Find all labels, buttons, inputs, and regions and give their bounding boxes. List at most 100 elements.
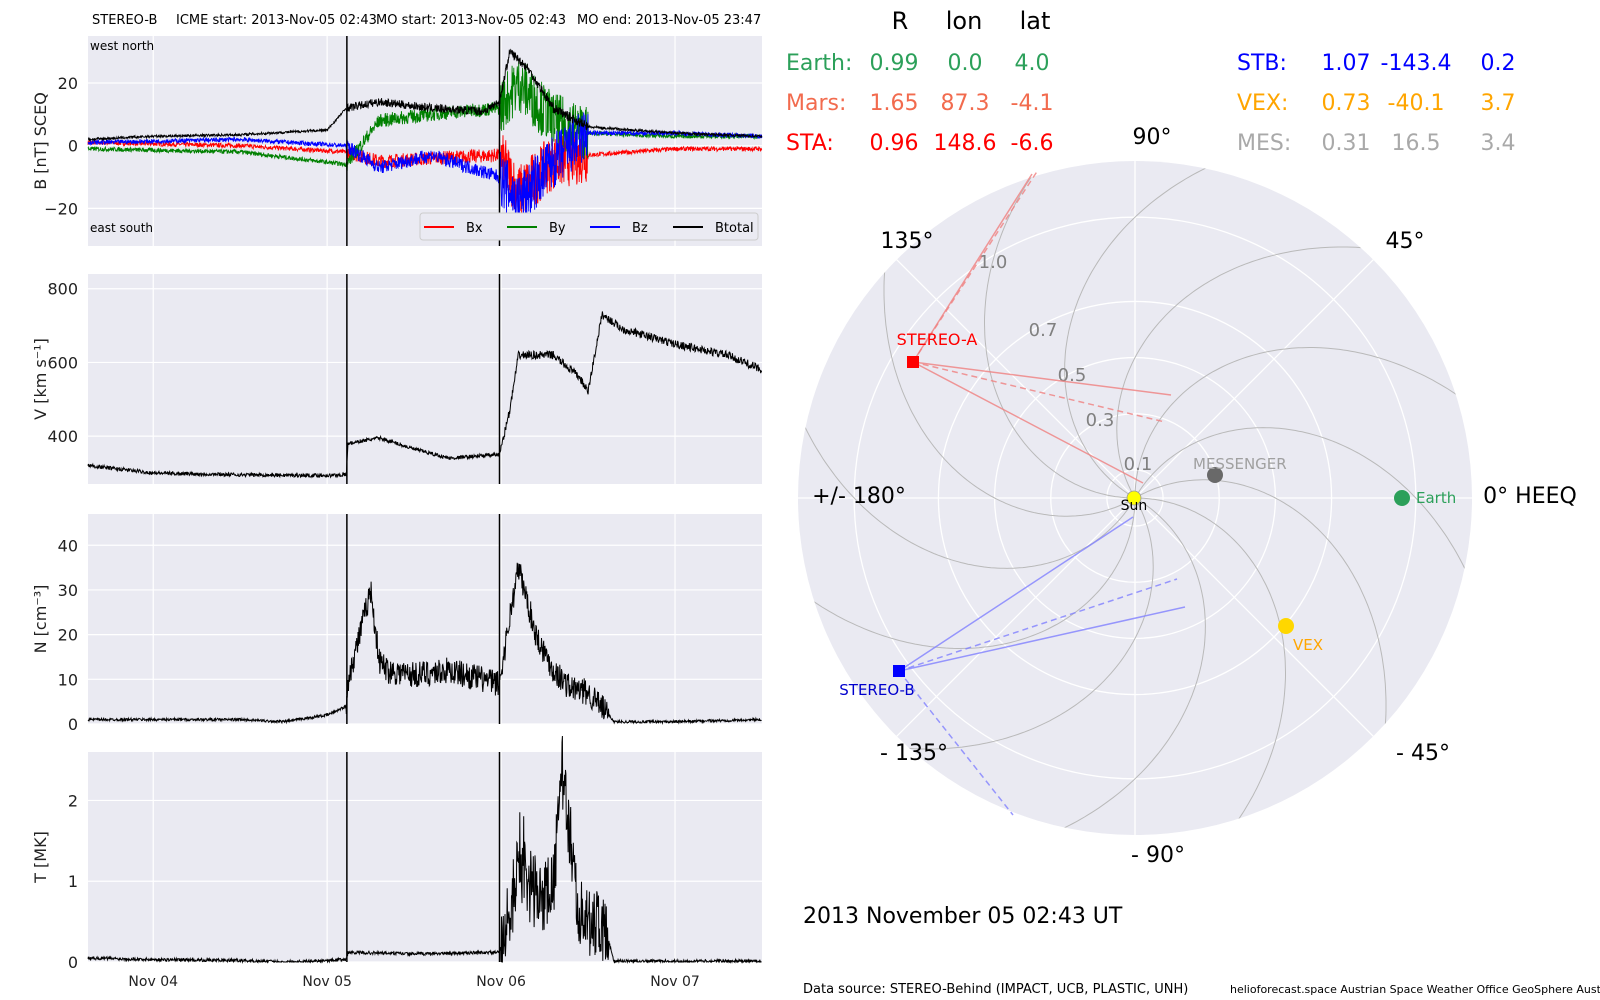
panel-background — [88, 752, 762, 962]
header-mo-end: MO end: 2013-Nov-05 23:47 — [577, 13, 761, 28]
parker-spiral-line — [1134, 427, 1472, 585]
series-density — [87, 562, 762, 726]
y-tick-label: 0 — [68, 715, 78, 734]
vex-label: VEX — [1293, 636, 1323, 654]
stereo-b-line — [898, 670, 1014, 816]
parker-spiral-line — [1134, 347, 1471, 498]
vex-marker — [1278, 618, 1294, 634]
table-r: 0.96 — [870, 131, 919, 156]
parker-spiral-line — [984, 162, 1135, 499]
stereo-a-label: STEREO-A — [897, 330, 978, 349]
stereo-b-line — [898, 516, 1134, 672]
angle-label: - 135° — [880, 741, 948, 766]
radius-label: 1.0 — [979, 252, 1008, 273]
parker-spiral-line — [1135, 497, 1286, 834]
table-lat: -4.1 — [1011, 91, 1054, 116]
panel-n: 40 30 20 10 0 N [cm⁻³] — [31, 514, 762, 734]
angle-label: 135° — [881, 229, 934, 254]
panel-background — [88, 274, 762, 484]
table-name: STA: — [786, 131, 834, 156]
header-mo-start: MO start: 2013-Nov-05 02:43 — [376, 13, 566, 28]
legend-label: Btotal — [715, 221, 754, 236]
y-axis-label: B [nT] SCEQ — [31, 92, 50, 190]
table-name: MES: — [1237, 131, 1291, 156]
legend-label: Bz — [632, 221, 648, 236]
stereo-a-line — [912, 169, 1039, 363]
y-tick-label: 0 — [68, 137, 78, 156]
table-lon: 87.3 — [941, 91, 990, 116]
stereo-a-line — [912, 361, 1172, 396]
plot-date: 2013 November 05 02:43 UT — [803, 904, 1123, 929]
angle-label: - 90° — [1131, 843, 1185, 868]
table-lat: 3.4 — [1481, 131, 1516, 156]
y-tick-label: 10 — [58, 670, 78, 689]
panel-t: 2 1 0 T [MK] — [31, 735, 762, 972]
header-icme-start: ICME start: 2013-Nov-05 02:43 — [176, 13, 377, 28]
panel-v: 800 600 400 V [km s⁻¹] — [31, 274, 763, 484]
table-r: 1.07 — [1322, 51, 1371, 76]
earth-label: Earth — [1416, 489, 1456, 507]
y-tick-label: 40 — [58, 536, 78, 555]
legend-label: By — [549, 221, 566, 236]
angle-label: - 45° — [1396, 741, 1450, 766]
table-lon: 148.6 — [934, 131, 997, 156]
radius-label: 0.1 — [1124, 454, 1153, 475]
x-tick-label: Nov 07 — [650, 974, 700, 990]
polar-plot: 0.10.30.50.71.090°45°0° HEEQ- 45°- 90°- … — [798, 125, 1577, 868]
x-tick-label: Nov 06 — [476, 974, 526, 990]
parker-spiral-line — [1134, 479, 1387, 742]
radius-label: 0.3 — [1086, 410, 1115, 431]
sun-label: Sun — [1121, 498, 1148, 514]
angle-label: 45° — [1386, 229, 1425, 254]
table-lon: 0.0 — [948, 51, 983, 76]
x-tick-label: Nov 04 — [128, 974, 178, 990]
table-lon: 16.5 — [1392, 131, 1441, 156]
table-header: lat — [1020, 7, 1051, 35]
table-name: Mars: — [786, 91, 846, 116]
table-name: VEX: — [1237, 91, 1288, 116]
y-tick-label: −20 — [44, 199, 78, 218]
y-tick-label: 30 — [58, 581, 78, 600]
corner-label-bottom: east south — [90, 221, 153, 235]
messenger-label: MESSENGER — [1193, 455, 1287, 473]
table-lon: -143.4 — [1381, 51, 1452, 76]
y-tick-label: 600 — [47, 353, 78, 372]
sun-marker — [1126, 490, 1142, 506]
angle-label: 90° — [1133, 125, 1172, 150]
y-tick-label: 20 — [58, 626, 78, 645]
credits-note: helioforecast.space Austrian Space Weath… — [1230, 983, 1600, 996]
table-lon: -40.1 — [1388, 91, 1445, 116]
parker-spiral-line — [1064, 161, 1222, 499]
series-bz — [87, 112, 763, 224]
earth-marker — [1394, 490, 1410, 506]
messenger-marker — [1207, 467, 1223, 483]
stereo-a-line — [912, 361, 1144, 484]
stereo-a-line — [912, 361, 1166, 423]
table-header: lon — [946, 7, 983, 35]
parker-spiral-line — [1048, 497, 1206, 835]
y-axis-label: N [cm⁻³] — [31, 585, 50, 654]
parker-spiral-line — [799, 498, 1136, 649]
y-axis-label: V [km s⁻¹] — [31, 338, 50, 420]
y-tick-label: 0 — [68, 953, 78, 972]
stereo-b-line — [898, 606, 1186, 672]
parker-spiral-line — [883, 254, 1136, 517]
y-axis-label: T [MK] — [31, 831, 50, 884]
series-speed — [87, 311, 763, 479]
data-source-note: Data source: STEREO-Behind (IMPACT, UCB,… — [803, 982, 1188, 997]
series-btotal — [87, 48, 763, 143]
angle-label: 0° HEEQ — [1483, 484, 1577, 509]
x-tick-label: Nov 05 — [302, 974, 352, 990]
table-lat: -6.6 — [1011, 131, 1054, 156]
y-tick-label: 20 — [58, 74, 78, 93]
stereo-b-label: STEREO-B — [839, 681, 914, 699]
table-lat: 4.0 — [1015, 51, 1050, 76]
table-lat: 3.7 — [1481, 91, 1516, 116]
parker-spirals — [798, 161, 1472, 835]
table-r: 0.73 — [1322, 91, 1371, 116]
parker-spiral-line — [891, 497, 1154, 750]
table-r: 0.31 — [1322, 131, 1371, 156]
